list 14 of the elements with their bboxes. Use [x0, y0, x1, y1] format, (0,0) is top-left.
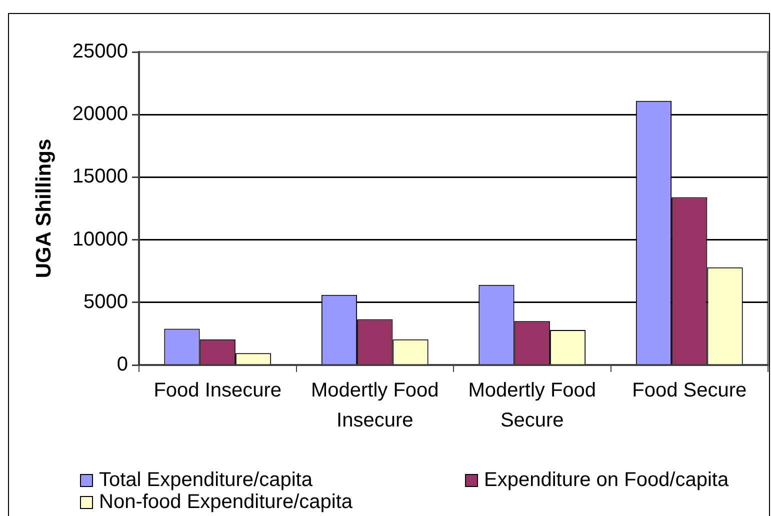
y-tick-label: 20000 [72, 103, 128, 126]
legend-label: Expenditure on Food/capita [484, 469, 729, 491]
y-tick-label: 10000 [72, 228, 128, 250]
y-tick-label: 15000 [72, 166, 128, 188]
legend-label: Non-food Expenditure/capita [99, 491, 352, 513]
y-tick-label: 5000 [84, 290, 128, 313]
x-tick-label: Modertly Food Insecure [310, 380, 439, 432]
x-tick-label: Food Insecure [154, 380, 282, 402]
y-tick-label: 25000 [72, 40, 128, 63]
y-tick-label: 0 [116, 354, 128, 376]
y-axis-title: UGA Shillings [32, 138, 56, 278]
x-tick-label: Modertly Food Secure [468, 380, 596, 432]
legend-label: Total Expenditure/capita [99, 469, 312, 491]
x-tick-label: Food Secure [632, 380, 747, 402]
